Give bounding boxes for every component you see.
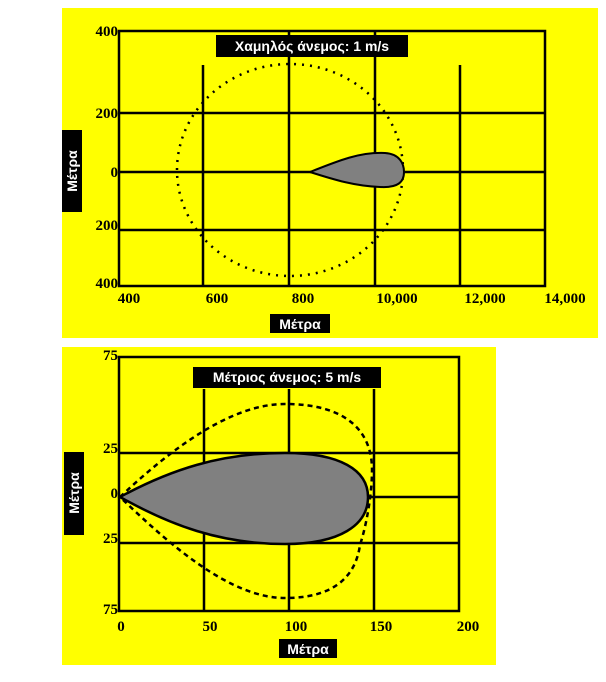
x-tick: 150: [370, 619, 393, 635]
outer-zone: [118, 402, 374, 600]
x-tick: 400: [118, 291, 141, 307]
x-axis-label: Μέτρα: [287, 641, 329, 657]
x-tick: 0: [117, 619, 125, 635]
plot-frame: [117, 29, 547, 288]
y-tick: 75: [103, 602, 118, 618]
x-tick: 200: [457, 619, 480, 635]
x-tick: 600: [206, 291, 229, 307]
ylabel-box: [64, 452, 84, 535]
x-ticks: 0 50 100 150 200: [117, 619, 479, 635]
y-tick: 200: [96, 106, 119, 122]
x-tick: 12,000: [464, 291, 505, 307]
xlabel-box: [270, 314, 330, 333]
xlabel-box: [279, 639, 337, 658]
x-axis-label: Μέτρα: [279, 316, 321, 332]
title-box: [193, 367, 381, 388]
plume: [307, 151, 406, 189]
y-axis-label: Μέτρα: [64, 150, 80, 192]
panel-1: Χαμηλός άνεμος: 1 m/s 400 200 0 200 400 …: [62, 8, 598, 338]
x-tick: 10,000: [376, 291, 417, 307]
x-tick: 50: [203, 619, 218, 635]
x-tick: 100: [285, 619, 308, 635]
y-tick: 25: [103, 441, 118, 457]
y-tick: 0: [111, 165, 119, 181]
title-box: [216, 35, 408, 57]
x-tick: 14,000: [544, 291, 585, 307]
y-tick: 400: [96, 276, 119, 292]
y-ticks: 400 200 0 200 400: [96, 24, 119, 292]
y-tick: 25: [103, 531, 118, 547]
y-tick: 400: [96, 24, 119, 40]
y-tick: 0: [111, 486, 119, 502]
ylabel-box: [62, 130, 82, 212]
title: Χαμηλός άνεμος: 1 m/s: [235, 38, 389, 54]
x-ticks: 400 600 800 10,000 12,000 14,000: [118, 291, 586, 307]
y-axis-label: Μέτρα: [66, 472, 82, 514]
x-tick: 800: [292, 291, 315, 307]
plume: [117, 451, 370, 546]
y-tick: 200: [96, 218, 119, 234]
title: Μέτριος άνεμος: 5 m/s: [213, 369, 361, 385]
panel-2: Μέτριος άνεμος: 5 m/s 75 25 0 25 75 0 50…: [62, 347, 496, 665]
y-ticks: 75 25 0 25 75: [103, 348, 118, 618]
y-tick: 75: [103, 348, 118, 364]
